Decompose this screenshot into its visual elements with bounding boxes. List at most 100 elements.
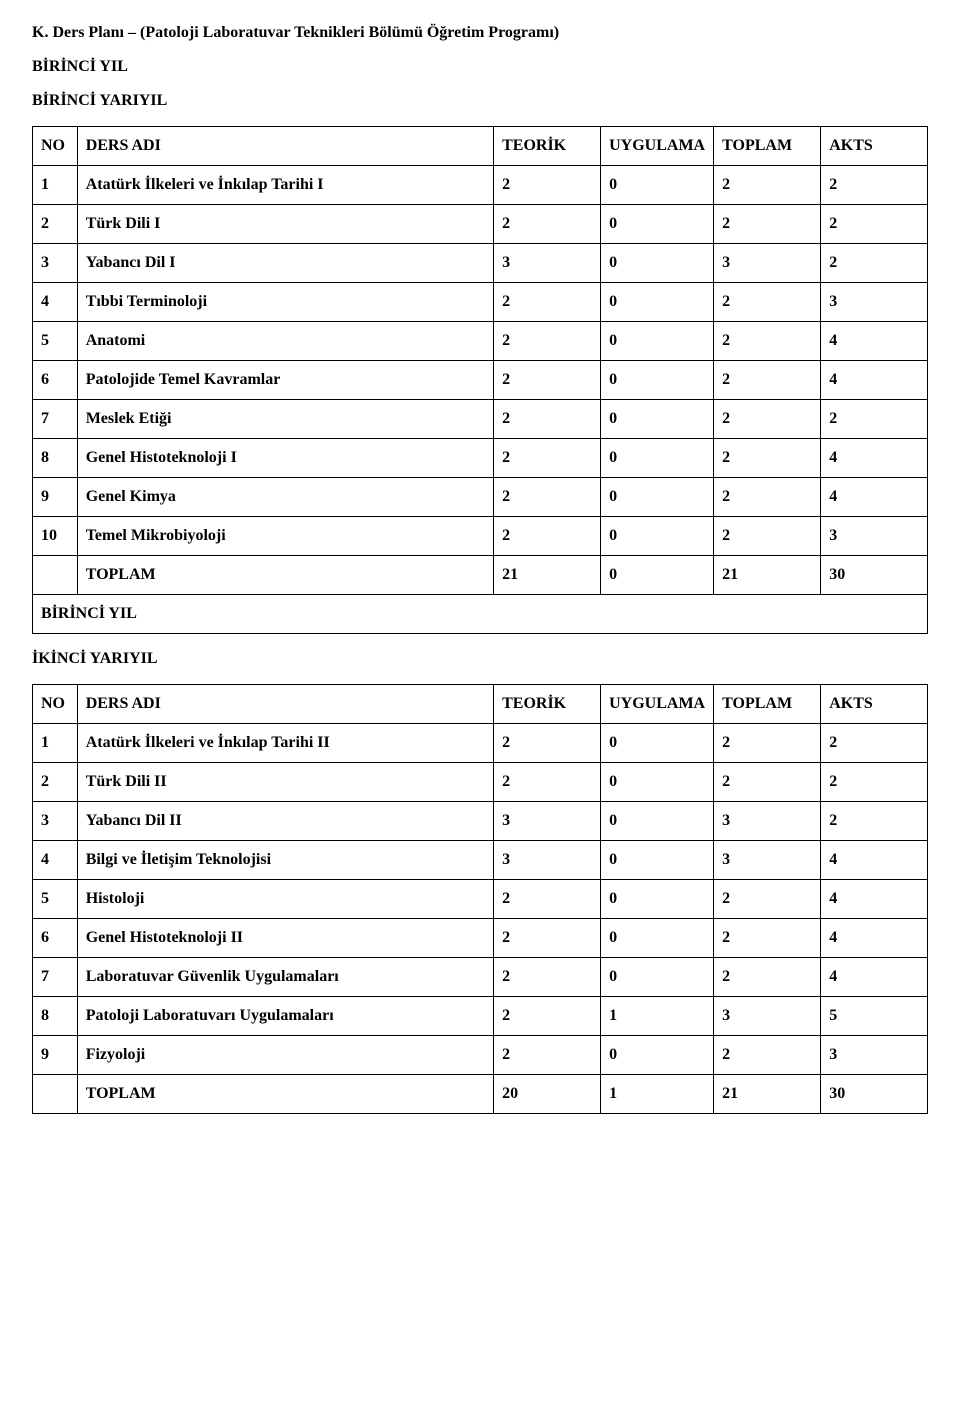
row-toplam: 3: [714, 802, 821, 841]
row-toplam: 3: [714, 244, 821, 283]
row-uygulama: 0: [601, 166, 714, 205]
row-ders-adi: Yabancı Dil II: [77, 802, 493, 841]
row-ders-adi: Temel Mikrobiyoloji: [77, 517, 493, 556]
col-teorik: TEORİK: [494, 685, 601, 724]
row-uygulama: 0: [601, 802, 714, 841]
row-ders-adi: Türk Dili II: [77, 763, 493, 802]
sem2-table: NO DERS ADI TEORİK UYGULAMA TOPLAM AKTS …: [32, 684, 928, 1114]
row-teorik: 2: [494, 361, 601, 400]
row-teorik: 3: [494, 841, 601, 880]
table-row: 9Fizyoloji2023: [33, 1036, 928, 1075]
sem1-total-toplam: 21: [714, 556, 821, 595]
row-no: 8: [33, 439, 78, 478]
row-ders-adi: Anatomi: [77, 322, 493, 361]
row-uygulama: 0: [601, 400, 714, 439]
row-teorik: 2: [494, 283, 601, 322]
table-row: 3Yabancı Dil I3032: [33, 244, 928, 283]
sem1-total-uygulama: 0: [601, 556, 714, 595]
table-row: 8Patoloji Laboratuvarı Uygulamaları2135: [33, 997, 928, 1036]
row-no: 6: [33, 919, 78, 958]
row-toplam: 2: [714, 400, 821, 439]
row-teorik: 2: [494, 997, 601, 1036]
row-toplam: 2: [714, 361, 821, 400]
row-ders-adi: Fizyoloji: [77, 1036, 493, 1075]
row-teorik: 2: [494, 400, 601, 439]
table-row: 6Genel Histoteknoloji II2024: [33, 919, 928, 958]
row-teorik: 3: [494, 802, 601, 841]
sem1-after-label: BİRİNCİ YIL: [33, 595, 928, 634]
row-teorik: 2: [494, 166, 601, 205]
row-akts: 4: [821, 439, 928, 478]
row-uygulama: 0: [601, 439, 714, 478]
row-toplam: 3: [714, 841, 821, 880]
table-row: 9Genel Kimya2024: [33, 478, 928, 517]
row-uygulama: 0: [601, 283, 714, 322]
row-no: 8: [33, 997, 78, 1036]
row-teorik: 2: [494, 322, 601, 361]
row-toplam: 2: [714, 919, 821, 958]
col-uygulama: UYGULAMA: [601, 127, 714, 166]
sem2-total-empty: [33, 1075, 78, 1114]
row-uygulama: 0: [601, 841, 714, 880]
sem1-total-row: TOPLAM 21 0 21 30: [33, 556, 928, 595]
col-akts: AKTS: [821, 685, 928, 724]
table-row: 10Temel Mikrobiyoloji2023: [33, 517, 928, 556]
col-toplam: TOPLAM: [714, 685, 821, 724]
col-toplam: TOPLAM: [714, 127, 821, 166]
row-ders-adi: Genel Histoteknoloji I: [77, 439, 493, 478]
row-no: 6: [33, 361, 78, 400]
row-no: 7: [33, 400, 78, 439]
row-toplam: 2: [714, 283, 821, 322]
col-no: NO: [33, 685, 78, 724]
table-header-row: NO DERS ADI TEORİK UYGULAMA TOPLAM AKTS: [33, 127, 928, 166]
table-row: 5Anatomi2024: [33, 322, 928, 361]
page-title: K. Ders Planı – (Patoloji Laboratuvar Te…: [32, 24, 928, 42]
row-ders-adi: Genel Histoteknoloji II: [77, 919, 493, 958]
row-no: 9: [33, 1036, 78, 1075]
row-teorik: 2: [494, 478, 601, 517]
row-akts: 2: [821, 244, 928, 283]
row-uygulama: 0: [601, 1036, 714, 1075]
sem1-table: NO DERS ADI TEORİK UYGULAMA TOPLAM AKTS …: [32, 126, 928, 634]
row-ders-adi: Genel Kimya: [77, 478, 493, 517]
col-akts: AKTS: [821, 127, 928, 166]
table-header-row: NO DERS ADI TEORİK UYGULAMA TOPLAM AKTS: [33, 685, 928, 724]
row-akts: 4: [821, 880, 928, 919]
year1-heading: BİRİNCİ YIL: [32, 58, 928, 76]
row-teorik: 2: [494, 724, 601, 763]
row-ders-adi: Patoloji Laboratuvarı Uygulamaları: [77, 997, 493, 1036]
sem1-after-row: BİRİNCİ YIL: [33, 595, 928, 634]
row-teorik: 2: [494, 205, 601, 244]
row-akts: 4: [821, 958, 928, 997]
row-ders-adi: Yabancı Dil I: [77, 244, 493, 283]
row-ders-adi: Bilgi ve İletişim Teknolojisi: [77, 841, 493, 880]
col-ders-adi: DERS ADI: [77, 685, 493, 724]
row-uygulama: 0: [601, 205, 714, 244]
table-row: 2Türk Dili I2022: [33, 205, 928, 244]
row-akts: 3: [821, 283, 928, 322]
sem2-heading: İKİNCİ YARIYIL: [32, 650, 928, 668]
row-teorik: 2: [494, 919, 601, 958]
sem1-total-teorik: 21: [494, 556, 601, 595]
col-no: NO: [33, 127, 78, 166]
sem1-total-empty: [33, 556, 78, 595]
sem2-total-uygulama: 1: [601, 1075, 714, 1114]
row-toplam: 2: [714, 478, 821, 517]
row-uygulama: 1: [601, 997, 714, 1036]
table-row: 2Türk Dili II2022: [33, 763, 928, 802]
table-row: 6Patolojide Temel Kavramlar2024: [33, 361, 928, 400]
row-no: 3: [33, 244, 78, 283]
row-no: 1: [33, 724, 78, 763]
row-toplam: 2: [714, 205, 821, 244]
row-toplam: 2: [714, 880, 821, 919]
row-teorik: 2: [494, 880, 601, 919]
sem2-total-row: TOPLAM 20 1 21 30: [33, 1075, 928, 1114]
row-akts: 4: [821, 919, 928, 958]
table-row: 8Genel Histoteknoloji I2024: [33, 439, 928, 478]
table-row: 3Yabancı Dil II3032: [33, 802, 928, 841]
row-akts: 2: [821, 166, 928, 205]
row-toplam: 2: [714, 958, 821, 997]
row-toplam: 2: [714, 517, 821, 556]
row-ders-adi: Laboratuvar Güvenlik Uygulamaları: [77, 958, 493, 997]
row-akts: 5: [821, 997, 928, 1036]
